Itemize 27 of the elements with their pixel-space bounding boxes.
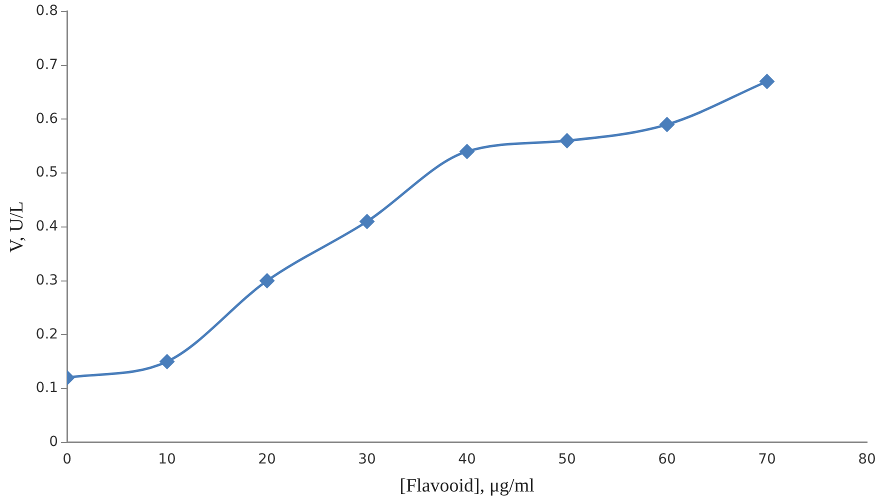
y-tick-label: 0.1 bbox=[36, 380, 58, 396]
x-tick-label: 10 bbox=[158, 451, 176, 468]
point bbox=[360, 214, 374, 229]
x-tick-label: 30 bbox=[358, 451, 376, 468]
y-tick-label: 0.4 bbox=[36, 218, 58, 235]
x-tick-label: 0 bbox=[62, 451, 72, 468]
point bbox=[160, 354, 174, 369]
point bbox=[660, 117, 674, 132]
x-tick-label: 70 bbox=[758, 451, 776, 468]
y-tick-label: 0 bbox=[49, 434, 58, 450]
y-tick-label: 0.8 bbox=[36, 3, 58, 20]
point bbox=[760, 74, 774, 89]
y-axis-title: V, U/L bbox=[6, 201, 28, 253]
x-tick-label: 50 bbox=[558, 451, 576, 468]
y-tick-label: 0.7 bbox=[36, 56, 58, 73]
y-tick-label: 0.5 bbox=[36, 164, 58, 181]
x-tick-label: 60 bbox=[658, 451, 676, 468]
x-tick-label: 40 bbox=[458, 451, 476, 468]
x-tick-label: 20 bbox=[258, 451, 276, 468]
y-tick-label: 0.2 bbox=[36, 326, 58, 342]
x-axis-title: [Flavooid], μg/ml bbox=[400, 476, 534, 497]
point bbox=[560, 133, 574, 148]
point bbox=[260, 274, 274, 288]
y-tick-label: 0.6 bbox=[36, 110, 58, 127]
point bbox=[460, 144, 474, 159]
y-tick-label: 0.3 bbox=[36, 272, 58, 288]
x-tick-label: 80 bbox=[858, 451, 876, 468]
